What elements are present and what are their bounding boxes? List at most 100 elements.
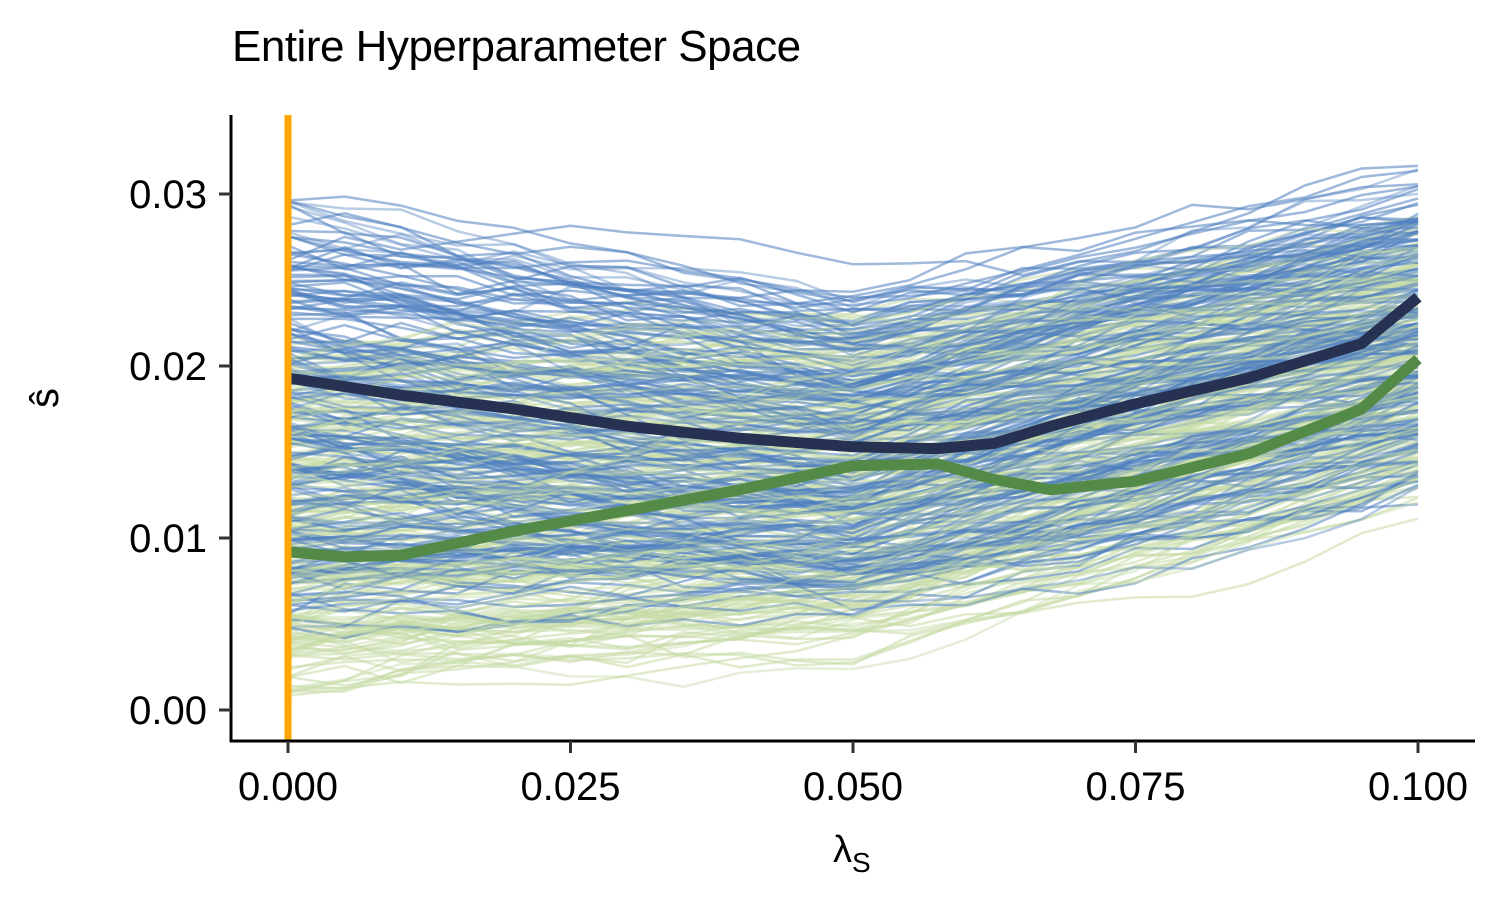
run-line	[287, 168, 1419, 350]
x-tick-label: 0.075	[1085, 765, 1185, 809]
run-line	[287, 274, 1419, 435]
run-line	[287, 315, 1419, 426]
run-line	[287, 425, 1419, 571]
mean-lines	[287, 292, 1422, 563]
run-line	[287, 164, 1419, 331]
run-line	[287, 421, 1419, 543]
run-line	[287, 339, 1419, 503]
run-line	[287, 231, 1419, 399]
run-line	[287, 312, 1419, 440]
run-line	[287, 463, 1419, 688]
run-line	[287, 252, 1419, 482]
run-line	[287, 313, 1419, 429]
run-line	[287, 291, 1419, 443]
run-line	[287, 429, 1419, 604]
run-line	[287, 244, 1419, 367]
run-line	[287, 387, 1419, 590]
run-line	[287, 222, 1419, 441]
run-line	[287, 253, 1419, 402]
run-line	[287, 359, 1419, 488]
run-line	[287, 475, 1419, 660]
run-line	[287, 300, 1419, 386]
run-line	[287, 215, 1419, 331]
x-tick-label: 0.100	[1368, 765, 1468, 809]
run-line	[287, 470, 1419, 598]
run-line	[287, 264, 1419, 447]
y-tick-label: 0.03	[129, 173, 207, 217]
run-line	[287, 459, 1419, 669]
run-line	[287, 220, 1419, 378]
run-line	[287, 184, 1419, 357]
run-line	[287, 428, 1419, 569]
run-line	[287, 423, 1419, 511]
run-line	[287, 381, 1419, 565]
run-line	[287, 183, 1419, 305]
run-line	[287, 255, 1419, 410]
run-line	[287, 287, 1419, 439]
run-line	[287, 426, 1419, 631]
run-line	[287, 331, 1419, 498]
run-line	[287, 378, 1419, 551]
run-line	[287, 270, 1419, 314]
run-line	[287, 446, 1419, 653]
run-line	[287, 408, 1419, 510]
run-line	[287, 406, 1419, 539]
y-axis-label: ŝ	[23, 388, 67, 408]
run-line	[287, 197, 1419, 303]
run-line	[287, 277, 1419, 438]
run-line	[287, 370, 1419, 502]
run-line	[287, 475, 1419, 612]
run-line	[287, 341, 1419, 513]
run-line	[287, 316, 1419, 513]
run-line	[287, 329, 1419, 532]
run-line	[287, 350, 1419, 446]
green-mean-line	[287, 354, 1422, 563]
x-axis-label: λS	[833, 829, 871, 878]
x-tick-label: 0.050	[803, 765, 903, 809]
run-line	[287, 312, 1419, 474]
run-line	[287, 403, 1419, 565]
run-line	[287, 327, 1419, 509]
run-line	[287, 298, 1419, 469]
run-line	[287, 478, 1419, 639]
run-line	[287, 485, 1419, 603]
chart-title: Entire Hyperparameter Space	[232, 22, 801, 71]
run-line	[287, 220, 1419, 345]
run-line	[287, 416, 1419, 628]
run-line	[287, 400, 1419, 576]
x-tick-label: 0.025	[520, 765, 620, 809]
run-line	[287, 227, 1419, 380]
run-line	[287, 336, 1419, 500]
run-line	[287, 448, 1419, 618]
run-line	[287, 222, 1419, 313]
run-line	[287, 478, 1419, 650]
run-line	[287, 470, 1419, 643]
run-line	[287, 468, 1419, 690]
run-line	[287, 356, 1419, 526]
run-line	[287, 302, 1419, 435]
run-line	[287, 278, 1419, 333]
run-line	[287, 192, 1419, 348]
run-line	[287, 351, 1419, 576]
run-line	[287, 410, 1419, 653]
run-line	[287, 225, 1419, 396]
run-line	[287, 405, 1419, 591]
run-line	[287, 303, 1419, 446]
run-line	[287, 425, 1419, 600]
run-line	[287, 373, 1419, 488]
run-line	[287, 396, 1419, 593]
run-line	[287, 228, 1419, 328]
run-line	[287, 239, 1419, 299]
run-line	[287, 501, 1419, 645]
run-line	[287, 443, 1419, 640]
run-line	[287, 363, 1419, 460]
run-line	[287, 259, 1419, 390]
run-line	[287, 346, 1419, 544]
y-tick-label: 0.02	[129, 345, 207, 389]
run-line	[287, 371, 1419, 523]
run-line	[287, 435, 1419, 548]
run-line	[287, 288, 1419, 362]
run-line	[287, 382, 1419, 579]
run-line	[287, 314, 1419, 531]
